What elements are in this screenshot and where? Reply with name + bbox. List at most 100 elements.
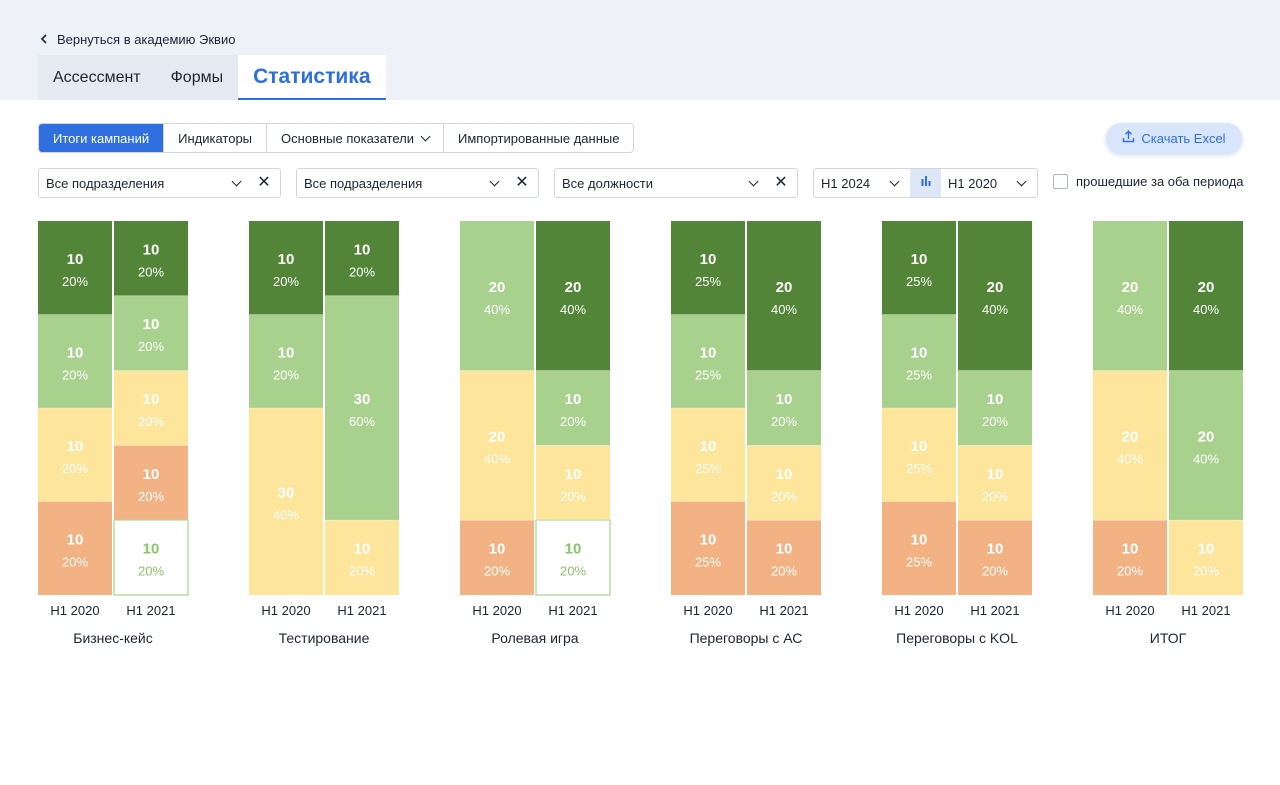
segment-percent-label: 20% [771,489,797,504]
segment-percent-label: 20% [560,414,586,429]
bar-period-label: H1 2020 [472,603,521,618]
segment-percent-label: 20% [138,339,164,354]
segment-value-label: 20 [1198,428,1215,445]
bar-segment [882,501,956,595]
bar-segment [113,519,189,596]
division-select-2[interactable]: Все подразделения ✕ [296,168,539,198]
back-link-label: Вернуться в академию Эквио [57,31,236,47]
bar-segment [536,370,610,446]
segment-value-label: 10 [143,316,160,333]
segment-value-label: 10 [67,438,84,455]
download-excel-label: Скачать Excel [1141,130,1226,146]
segment-value-label: 10 [911,344,928,361]
bar-segment [882,221,956,315]
tab-assessment[interactable]: Ассессмент [38,55,156,100]
segment-value-label: 10 [143,466,160,483]
bar-segment [958,520,1032,595]
bar-chart-icon [920,174,932,192]
segment-value-label: 10 [1122,541,1139,558]
segment-percent-label: 25% [695,367,721,382]
back-link[interactable]: Вернуться в академию Эквио [40,30,235,48]
tab-forms[interactable]: Формы [155,55,239,100]
bar-segment [460,520,534,595]
bar-segment [1169,370,1243,521]
both-periods-checkbox[interactable]: прошедшие за оба периода [1053,174,1244,189]
checkbox-box[interactable] [1053,174,1068,189]
segment-percent-label: 40% [1193,302,1219,317]
bar-period-label: H1 2021 [970,603,1019,618]
segment-value-label: 10 [911,531,928,548]
clear-icon[interactable]: ✕ [515,174,529,191]
clear-icon[interactable]: ✕ [257,174,271,191]
view-indicators-button[interactable]: Индикаторы [164,124,268,152]
bar-segment [536,221,610,371]
chevron-left-icon [40,32,49,47]
position-select-value: Все должности [562,175,653,191]
division-select-1[interactable]: Все подразделения ✕ [38,168,281,198]
bar-segment [325,295,399,521]
segment-value-label: 10 [911,438,928,455]
segment-value-label: 20 [987,279,1004,296]
segment-percent-label: 25% [906,554,932,569]
both-periods-label: прошедшие за оба периода [1076,174,1244,189]
segment-value-label: 10 [354,241,371,258]
download-excel-button[interactable]: Скачать Excel [1106,123,1242,153]
period-a-select[interactable]: H1 2024 [814,169,910,197]
tab-bar: Ассессмент Формы Статистика [38,55,386,100]
segment-percent-label: 40% [771,302,797,317]
segment-percent-label: 25% [695,274,721,289]
period-a-value: H1 2024 [821,175,871,191]
segment-percent-label: 20% [982,414,1008,429]
segment-percent-label: 40% [484,302,510,317]
bar-period-label: H1 2020 [1105,603,1154,618]
tab-statistics[interactable]: Статистика [238,55,386,100]
bar-period-label: H1 2021 [548,603,597,618]
segment-percent-label: 20% [771,414,797,429]
view-switcher: Итоги кампаний Индикаторы Основные показ… [38,123,635,153]
segment-value-label: 10 [776,391,793,408]
bar-segment [671,501,745,595]
clear-icon[interactable]: ✕ [774,174,788,191]
bar-segment [1093,520,1167,595]
bar-segment [671,408,745,502]
period-b-select[interactable]: H1 2020 [941,169,1037,197]
position-select[interactable]: Все должности ✕ [554,168,798,198]
bar-period-label: H1 2020 [50,603,99,618]
segment-percent-label: 40% [982,302,1008,317]
bar-period-label: H1 2020 [261,603,310,618]
segment-percent-label: 25% [906,274,932,289]
segment-value-label: 10 [776,541,793,558]
segment-value-label: 10 [987,541,1004,558]
bar-segment [671,221,745,315]
bar-segment [1169,520,1243,595]
segment-percent-label: 20% [982,564,1008,579]
segment-value-label: 20 [1198,279,1215,296]
division-select-2-value: Все подразделения [304,175,423,191]
bar-segment [535,519,611,596]
segment-percent-label: 40% [273,508,299,523]
segment-percent-label: 20% [62,554,88,569]
segment-percent-label: 20% [273,367,299,382]
segment-percent-label: 20% [62,367,88,382]
segment-value-label: 10 [143,241,160,258]
segment-percent-label: 20% [484,564,510,579]
segment-percent-label: 20% [349,264,375,279]
segment-value-label: 20 [565,279,582,296]
bar-segment [460,221,534,371]
segment-percent-label: 20% [771,564,797,579]
segment-percent-label: 20% [138,264,164,279]
segment-percent-label: 20% [1193,564,1219,579]
segment-percent-label: 25% [906,461,932,476]
bar-period-label: H1 2021 [1181,603,1230,618]
segment-value-label: 10 [987,391,1004,408]
segment-percent-label: 25% [695,554,721,569]
view-imported-data-button[interactable]: Импортированные данные [444,124,634,152]
segment-value-label: 10 [700,251,717,268]
view-campaign-results-button[interactable]: Итоги кампаний [39,124,165,152]
bar-segment [114,295,188,371]
compare-toggle[interactable] [910,169,941,197]
group-name-label: Переговоры с АС [690,630,803,646]
view-main-metrics-button[interactable]: Основные показатели [267,124,445,152]
segment-value-label: 10 [67,531,84,548]
